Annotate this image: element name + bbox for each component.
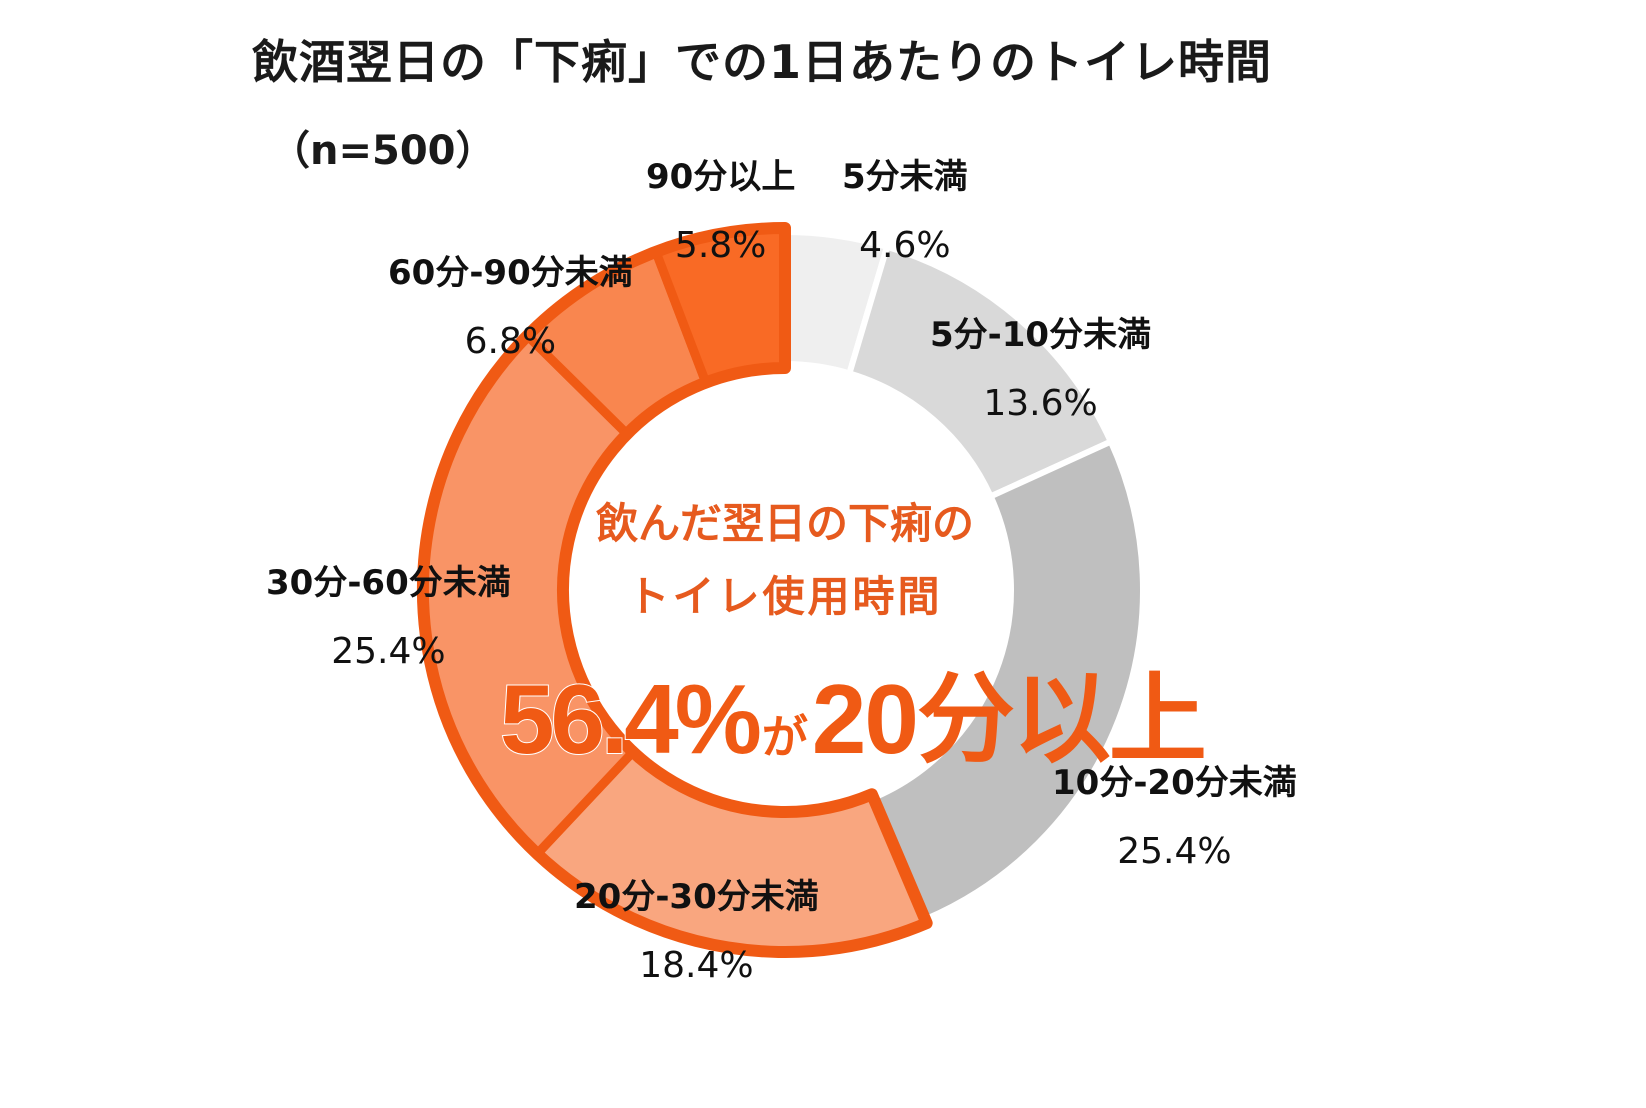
label-60-90: 60分-90分未満 6.8% — [388, 253, 633, 362]
headline-annotation: 56.4%が20分以上 — [499, 640, 1207, 782]
sample-size: （n=500） — [270, 128, 496, 174]
center-caption-line2: トイレ使用時間 — [627, 572, 943, 621]
label-20-30: 20分-30分未満 18.4% — [574, 877, 819, 986]
chart-title: 飲酒翌日の「下痢」での1日あたりのトイレ時間 — [252, 35, 1273, 89]
headline-value: 56.4% — [499, 663, 763, 775]
highlight-outline — [417, 222, 933, 958]
label-5-10: 5分-10分未満 13.6% — [930, 315, 1152, 424]
center-caption-line1: 飲んだ翌日の下痢の — [595, 499, 974, 548]
label-under-5: 5分未満 4.6% — [842, 157, 968, 266]
donut-segment — [870, 438, 1146, 923]
label-10-20: 10分-20分未満 25.4% — [1052, 763, 1297, 872]
headline-rest: 20分以上 — [811, 664, 1207, 774]
headline-particle: が — [761, 711, 808, 763]
label-30-60: 30分-60分未満 25.4% — [266, 563, 511, 672]
label-90-plus: 90分以上 5.8% — [646, 157, 796, 266]
